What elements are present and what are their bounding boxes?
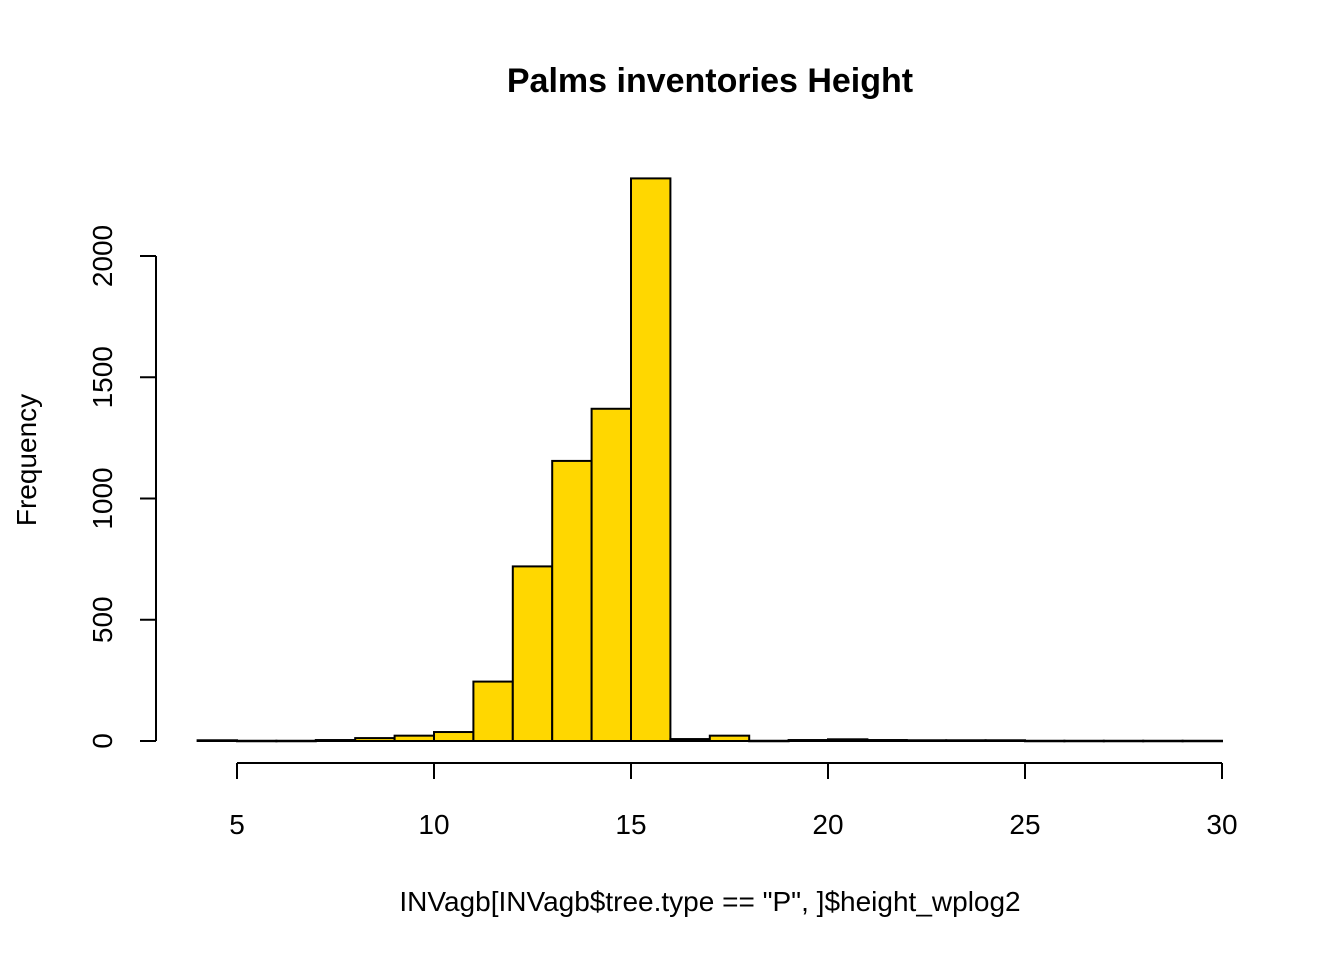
x-tick-label-20: 20: [812, 809, 843, 840]
histogram-bar-2: [275, 739, 317, 743]
histogram-bar-21: [1024, 739, 1066, 743]
histogram-bar-12: [669, 738, 711, 742]
x-tick-label-15: 15: [615, 809, 646, 840]
histogram-bar-15: [787, 739, 829, 743]
histogram-bar-6: [433, 731, 475, 743]
histogram-bar-1: [236, 739, 278, 743]
y-tick-label-1500: 1500: [87, 346, 118, 408]
histogram-bar-24: [1142, 739, 1184, 743]
x-tick-label-25: 25: [1009, 809, 1040, 840]
histogram-bar-4: [354, 737, 396, 743]
histogram-bar-3: [314, 739, 357, 743]
histogram-bar-11: [630, 177, 672, 742]
chart-title: Palms inventories Height: [507, 62, 913, 100]
histogram-bar-17: [866, 739, 908, 743]
x-tick-label-30: 30: [1206, 809, 1237, 840]
histogram-bar-18: [905, 739, 948, 743]
x-axis-label: INVagb[INVagb$tree.type == "P", ]$height…: [399, 886, 1020, 917]
histogram-bar-5: [393, 734, 436, 742]
y-tick-label-2000: 2000: [87, 225, 118, 287]
y-axis: 0 500 1000 1500 2000: [87, 225, 157, 749]
x-tick-label-5: 5: [229, 809, 245, 840]
x-tick-label-10: 10: [418, 809, 449, 840]
histogram-bar-25: [1181, 739, 1223, 743]
y-tick-label-500: 500: [87, 596, 118, 643]
histogram-bar-7: [472, 680, 514, 743]
histogram-bar-19: [945, 739, 987, 743]
histogram-bar-20: [984, 739, 1026, 743]
histogram-bar-0: [196, 739, 239, 743]
histogram-bar-9: [551, 459, 593, 742]
x-axis: 5 10 15 20 25 30: [229, 762, 1238, 840]
bars-group: [196, 177, 1223, 743]
histogram-bar-13: [708, 734, 751, 742]
histogram-bar-22: [1063, 739, 1105, 743]
histogram-bar-8: [511, 565, 554, 743]
y-tick-label-1000: 1000: [87, 467, 118, 529]
y-tick-label-0: 0: [87, 733, 118, 749]
histogram-bar-14: [748, 739, 790, 743]
histogram-bar-10: [590, 407, 632, 742]
histogram-bar-16: [827, 738, 869, 742]
y-axis-label: Frequency: [11, 394, 42, 526]
histogram-bar-23: [1102, 739, 1145, 743]
